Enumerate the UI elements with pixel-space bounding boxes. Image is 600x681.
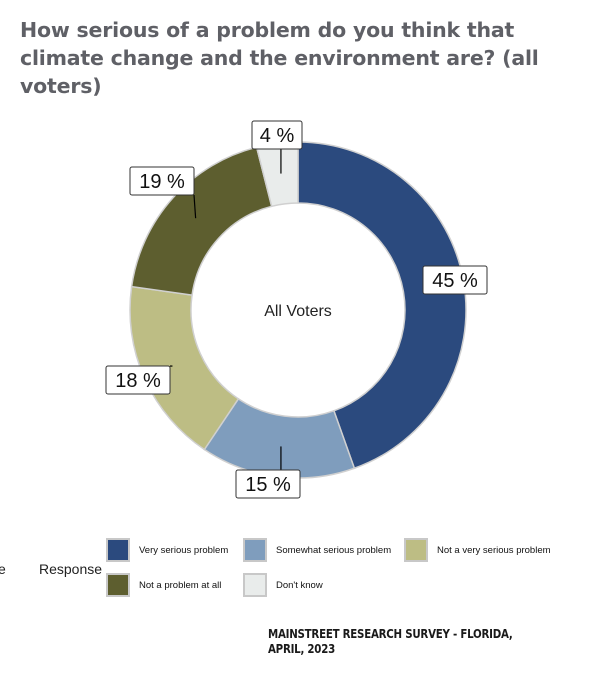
chart-title: How serious of a problem do you think th… xyxy=(20,18,539,98)
legend-label: Not a problem at all xyxy=(139,579,222,591)
legend-swatch xyxy=(404,538,428,562)
slices-group xyxy=(129,141,467,479)
callouts-group: 45 % 15 % 18 % 19 % 4 % xyxy=(105,120,488,499)
data-label-very-serious: 45 % xyxy=(432,270,478,292)
legend-item-not-a-problem: Not a problem at all xyxy=(106,573,221,597)
data-label-not-a-problem: 19 % xyxy=(139,171,185,193)
legend-item-somewhat-serious: Somewhat serious problem xyxy=(243,538,391,562)
data-label-box xyxy=(105,365,171,395)
legend-swatch xyxy=(243,573,267,597)
data-label-box xyxy=(129,166,195,196)
legend-title: Response xyxy=(39,561,103,577)
slice-very-serious xyxy=(297,141,467,470)
legend-label: Not a very serious problem xyxy=(437,544,551,556)
legend-swatch xyxy=(106,573,130,597)
data-label-not-very-serious: 18 % xyxy=(115,370,161,392)
data-label-box xyxy=(251,120,303,150)
legend-item-dont-know: Don't know xyxy=(243,573,323,597)
legend-item-not-very-serious: Not a very serious problem xyxy=(404,538,551,562)
legend-swatch xyxy=(106,538,130,562)
data-label-box xyxy=(422,265,488,295)
center-label: All Voters xyxy=(264,303,332,320)
legend-swatch xyxy=(243,538,267,562)
legend-label: Somewhat serious problem xyxy=(276,544,392,556)
legend-item-very-serious: Very serious problem xyxy=(106,538,228,562)
data-label-dont-know: 4 % xyxy=(260,125,295,147)
data-label-somewhat-serious: 15 % xyxy=(245,474,291,496)
legend-label: Very serious problem xyxy=(139,544,229,556)
source-credit: MAINSTREET RESEARCH SURVEY - FLORIDA, AP… xyxy=(268,626,513,656)
callout-line xyxy=(193,194,197,219)
data-label-box xyxy=(235,469,301,499)
legend-label: Don't know xyxy=(276,579,323,591)
cropped-legend-glyph: e xyxy=(0,561,6,577)
